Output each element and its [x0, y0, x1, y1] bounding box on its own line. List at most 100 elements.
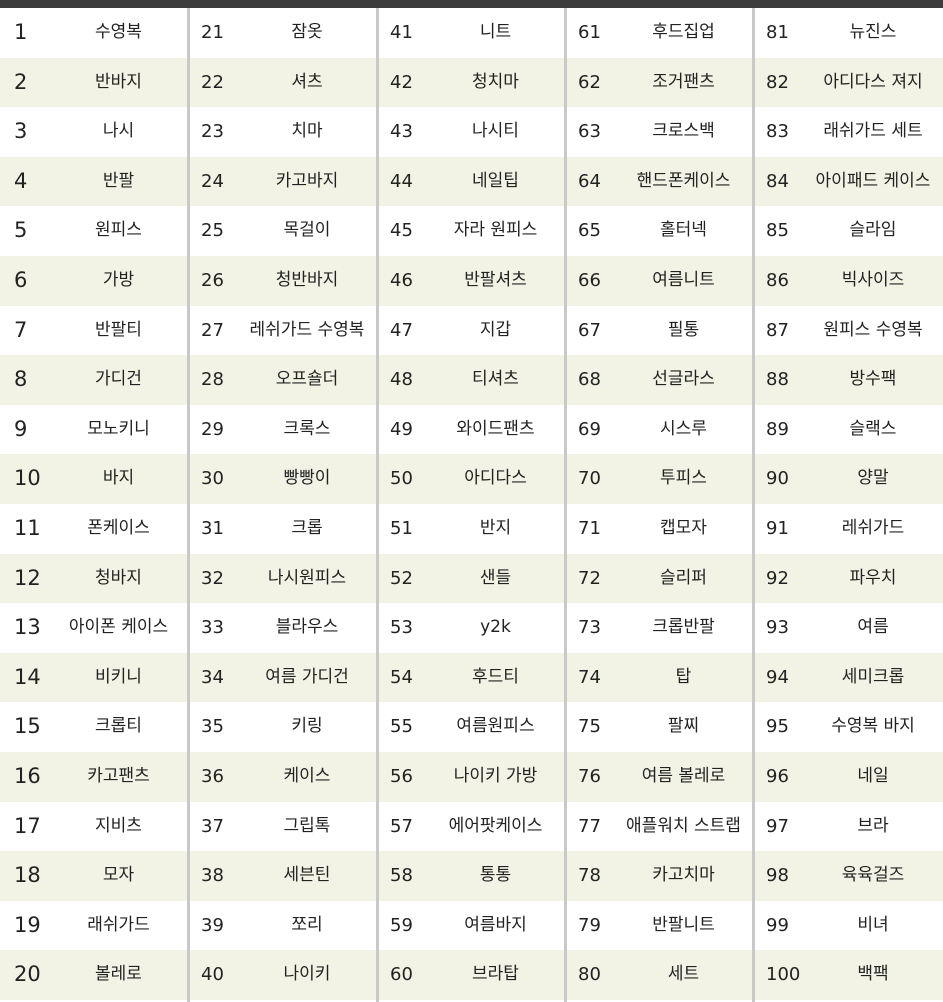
- rank: 80: [578, 964, 601, 986]
- keyword: 래쉬가드 세트: [823, 121, 923, 142]
- keyword: 나이키 가방: [453, 766, 538, 786]
- rank: 7: [14, 317, 28, 342]
- keyword: 세미크롭: [841, 666, 905, 687]
- row-stripe: [0, 57, 943, 108]
- keyword: 쪼리: [291, 914, 323, 935]
- keyword: 브라탑: [472, 964, 519, 985]
- rank: 56: [390, 766, 413, 787]
- keyword: 티셔츠: [472, 369, 519, 390]
- keyword: 그립톡: [283, 815, 331, 836]
- keyword: 비녀: [857, 914, 889, 935]
- rank: 96: [766, 766, 789, 787]
- keyword: 폰케이스: [87, 518, 150, 538]
- rank: 44: [390, 170, 413, 192]
- rank: 74: [578, 666, 601, 688]
- rank: 91: [766, 518, 789, 539]
- keyword: 후드집업: [652, 22, 715, 42]
- keyword: 여름 볼레로: [641, 766, 726, 786]
- keyword: 잠옷: [291, 22, 323, 42]
- keyword: 반팔: [102, 170, 135, 191]
- keyword: 뉴진스: [849, 22, 897, 42]
- keyword: 청치마: [472, 71, 519, 92]
- rank: 38: [201, 865, 224, 887]
- rank: 43: [390, 121, 413, 143]
- rank: 62: [578, 71, 601, 93]
- rank: 35: [201, 716, 224, 738]
- rank: 1: [14, 20, 28, 44]
- rank: 64: [578, 170, 601, 192]
- rank: 42: [390, 71, 413, 93]
- keyword: 래쉬가드: [87, 914, 150, 935]
- rank: 100: [766, 964, 801, 986]
- rank: 70: [578, 468, 601, 490]
- keyword: 방수팩: [849, 369, 897, 390]
- keyword: 세트: [667, 964, 700, 985]
- column-separator: [752, 8, 755, 1002]
- rank: 97: [766, 815, 789, 837]
- keyword: 여름원피스: [456, 716, 535, 737]
- keyword: 가방: [102, 270, 135, 290]
- rank: 19: [14, 912, 41, 937]
- rank: 90: [766, 468, 789, 490]
- rank: 86: [766, 270, 789, 291]
- rank: 50: [390, 468, 413, 490]
- keyword: 캡모자: [660, 518, 707, 538]
- keyword: 크롭티: [95, 716, 142, 737]
- keyword: 여름니트: [652, 270, 715, 290]
- keyword: 크록스: [283, 418, 331, 439]
- rank: 68: [578, 369, 601, 391]
- rank: 72: [578, 567, 601, 589]
- keyword: 아이폰 케이스: [68, 617, 169, 638]
- keyword: 와이드팬츠: [456, 418, 535, 439]
- rank: 49: [390, 418, 413, 440]
- keyword: 나시티: [472, 121, 519, 142]
- keyword: 슬랙스: [849, 418, 897, 439]
- keyword: 네일: [857, 766, 889, 786]
- rank: 22: [201, 71, 224, 93]
- rank: 10: [14, 466, 41, 491]
- rank: 84: [766, 170, 789, 192]
- rank: 41: [390, 22, 413, 43]
- keyword: 나이키: [283, 964, 331, 985]
- rank: 2: [14, 69, 28, 94]
- rank: 52: [390, 567, 413, 589]
- column-separator: [564, 8, 567, 1002]
- keyword: 홀터넥: [660, 220, 707, 241]
- keyword: y2k: [480, 617, 511, 638]
- keyword: 빵빵이: [283, 468, 331, 489]
- keyword: 샌들: [479, 567, 512, 588]
- rank: 23: [201, 121, 224, 143]
- rank: 82: [766, 71, 789, 93]
- keyword: 필통: [667, 319, 700, 340]
- keyword: 투피스: [660, 468, 707, 489]
- rank: 18: [14, 863, 41, 888]
- rank: 55: [390, 716, 413, 738]
- rank: 54: [390, 666, 413, 688]
- rank: 51: [390, 518, 413, 539]
- keyword: 슬리퍼: [660, 567, 707, 588]
- rank: 32: [201, 567, 224, 589]
- row-stripe: [0, 454, 943, 504]
- keyword: 니트: [479, 22, 512, 42]
- rank: 25: [201, 220, 224, 242]
- keyword: 청반바지: [275, 270, 339, 290]
- row-stripe: [0, 355, 943, 405]
- keyword: 케이스: [283, 766, 331, 786]
- rank: 63: [578, 121, 601, 143]
- rank: 67: [578, 319, 601, 341]
- rank: 66: [578, 270, 601, 291]
- rank: 60: [390, 964, 413, 986]
- top-bar: [0, 0, 943, 8]
- rank: 92: [766, 567, 789, 589]
- keyword: 빅사이즈: [841, 270, 905, 290]
- rank: 93: [766, 617, 789, 639]
- rank: 16: [14, 764, 41, 788]
- keyword: 비키니: [95, 666, 142, 687]
- rank: 40: [201, 964, 224, 986]
- rank: 83: [766, 121, 789, 143]
- keyword: 레쉬가드 수영복: [249, 319, 365, 340]
- keyword: 선글라스: [652, 369, 715, 390]
- rank: 79: [578, 914, 601, 936]
- rank: 27: [201, 319, 224, 341]
- rank: 99: [766, 914, 789, 936]
